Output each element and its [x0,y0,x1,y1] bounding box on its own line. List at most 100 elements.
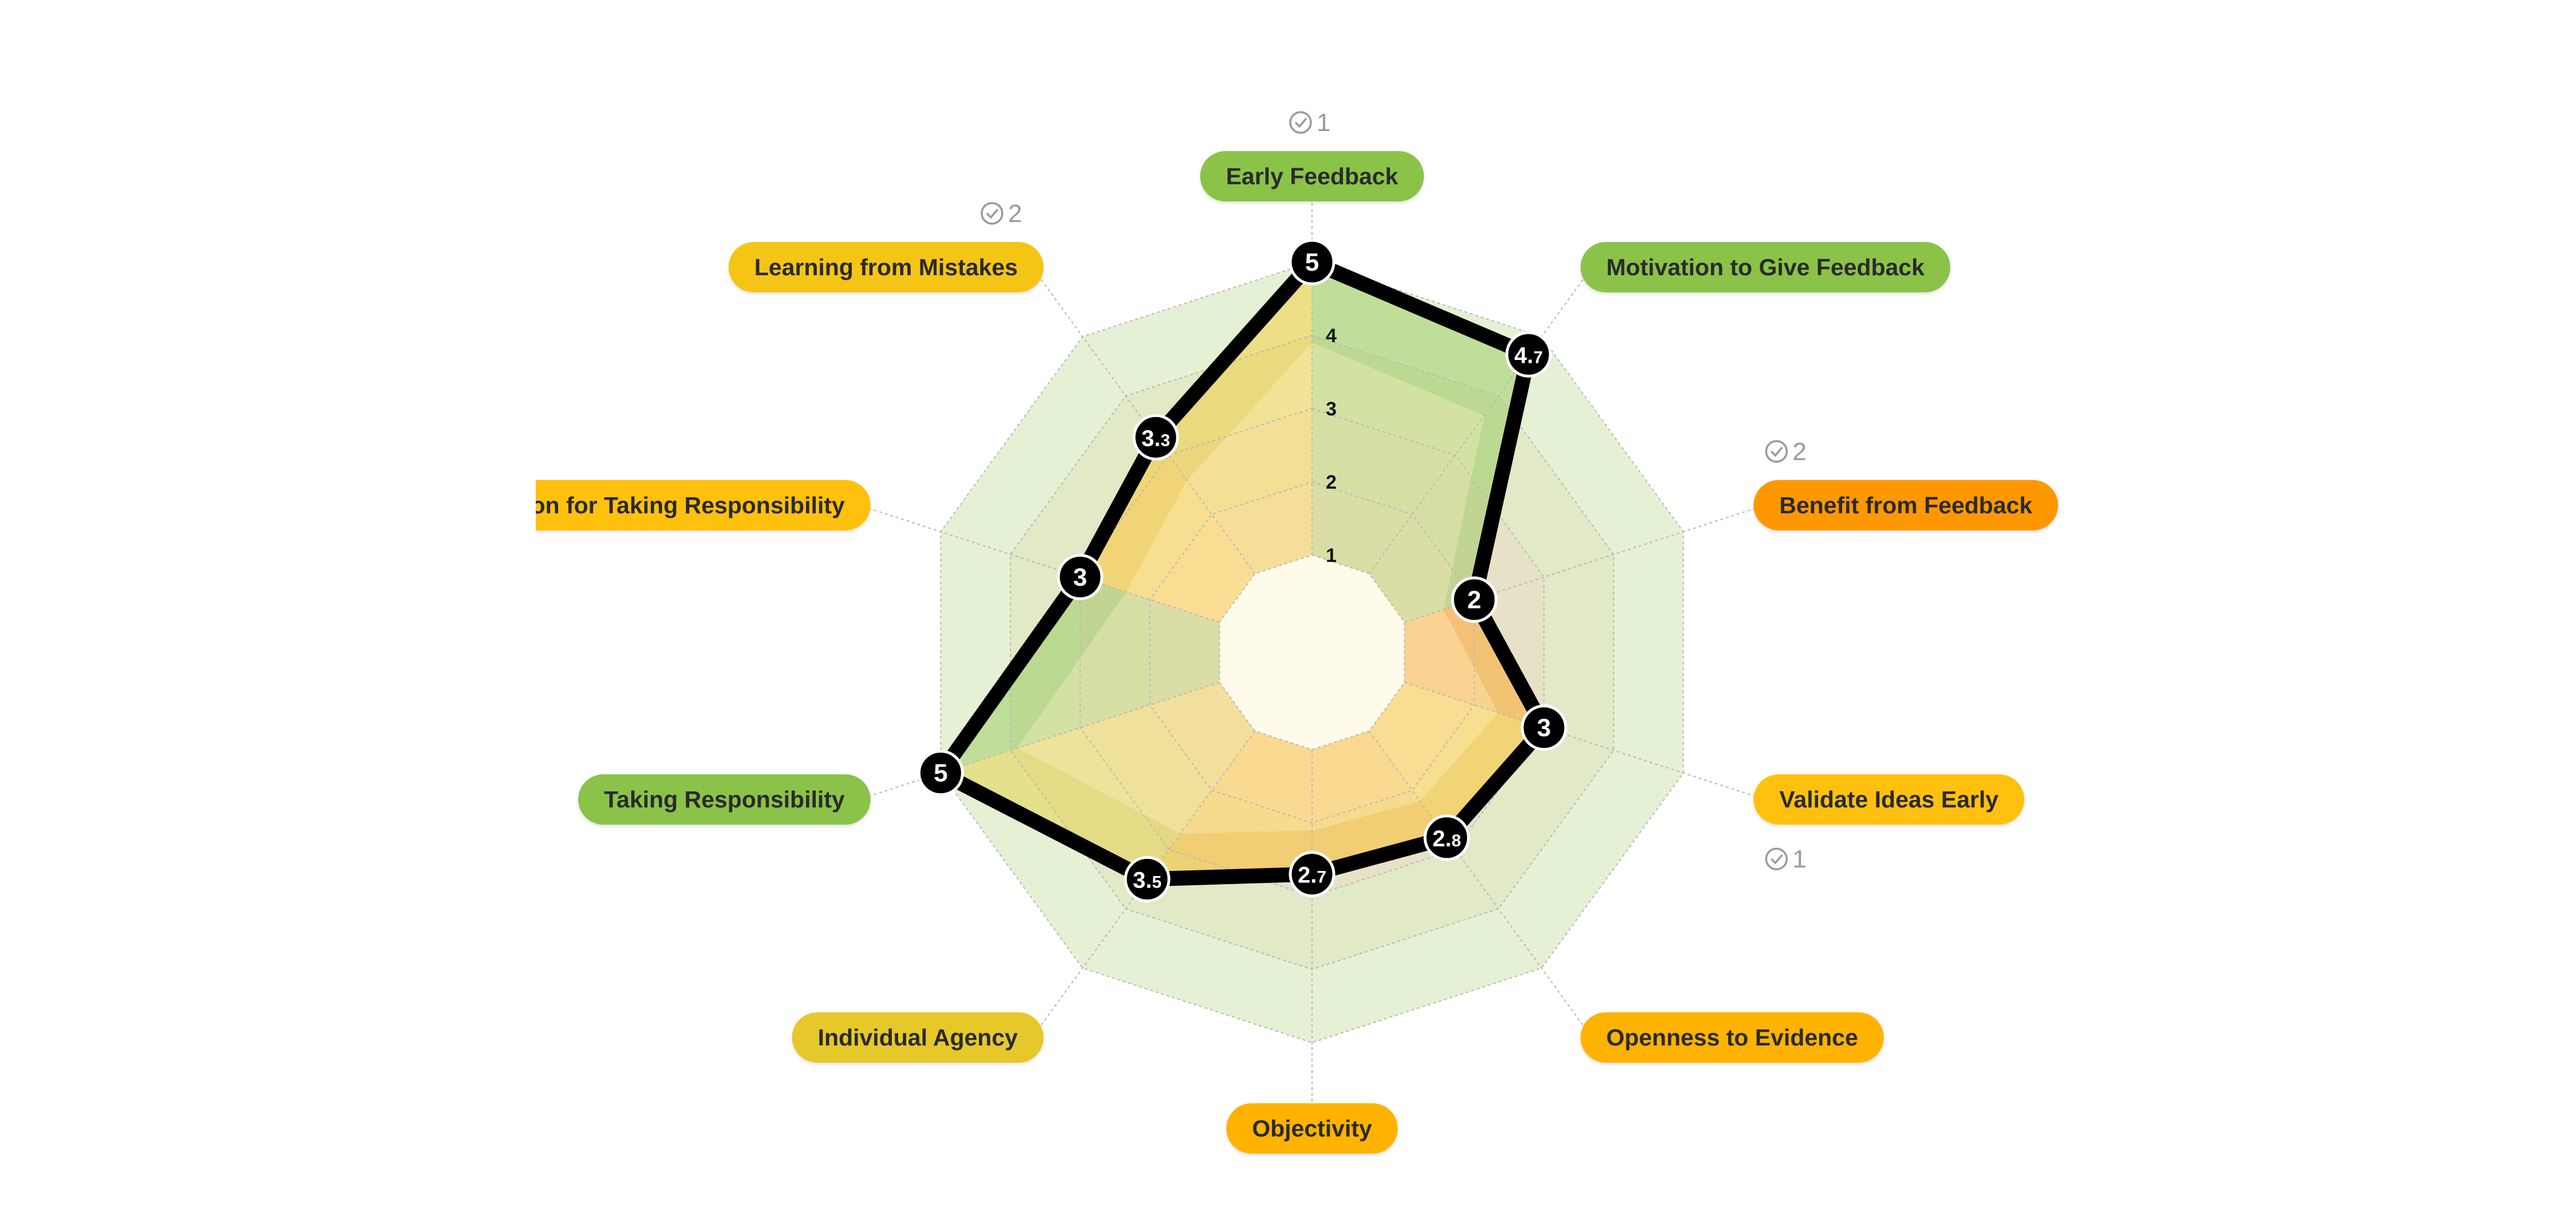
data-point[interactable]: 5 [917,750,964,797]
data-point-marker [1124,855,1171,902]
series-fill-wedge [1369,354,1529,623]
radar-data-points: 5 4.7 2 3 2.8 2.7 3.5 5 3 3.3 [917,239,1567,902]
spoke-openness-to-evidence [1369,730,1593,1038]
data-point-label: 2.8 [1432,826,1461,851]
check-count: 2 [1765,438,1807,466]
radar-gradient-fills [941,262,1544,880]
radar-check-counts: 1 2 1 2 [981,109,1807,873]
data-point-marker [1505,331,1552,378]
category-pill [1581,1012,1884,1063]
grid-ring-5 [940,261,1684,1044]
data-point-marker [1132,414,1179,461]
series-fill-wedge [1156,262,1312,574]
check-circle-icon [1765,847,1788,870]
data-point[interactable]: 3.3 [1132,414,1179,461]
spoke-motivation-to-give-feedback [1369,267,1593,575]
spoke-validate-ideas-early [1404,682,1765,801]
series-fill-highlight [1017,342,1498,834]
category-pill [1753,774,2025,825]
ring-tick-label: 1 [1326,545,1337,567]
radar-center-hole [1219,555,1405,750]
category-pill [792,1012,1044,1063]
check-count-value: 2 [1792,438,1806,466]
data-point-marker [1423,814,1470,861]
data-point[interactable]: 3.5 [1124,855,1171,902]
check-count-value: 1 [1792,845,1806,873]
radar-spokes [859,176,1765,1128]
data-point[interactable]: 3 [1520,704,1567,751]
data-point-label: 5 [934,759,947,787]
category-label-text: Objectivity [1252,1115,1372,1142]
check-circle-icon [981,202,1003,225]
category-pill [536,480,871,530]
category-label-benefit-from-feedback[interactable]: Benefit from Feedback [1753,480,2059,530]
category-pill [1581,241,1950,292]
spoke-motivation-for-taking-responsibility [859,504,1220,623]
category-pill [728,241,1044,292]
series-fill-wedge [1369,682,1544,838]
data-point-label: 5 [1305,248,1319,276]
data-point-marker [1289,851,1336,898]
category-pill [1753,480,2059,530]
series-fill-wedge [1312,731,1447,874]
data-point-label: 3 [1537,714,1551,742]
category-label-taking-responsibility[interactable]: Taking Responsibility [578,774,871,825]
check-count: 1 [1289,109,1330,137]
category-pill [1226,1103,1398,1154]
category-label-learning-from-mistakes[interactable]: Learning from Mistakes [728,241,1044,292]
data-point-marker [917,750,964,797]
ring-tick-label: 2 [1326,472,1337,493]
radar-category-labels: Early Feedback Motivation to Give Feedbac… [417,151,2059,1154]
category-label-openness-to-evidence[interactable]: Openness to Evidence [1581,1012,1884,1063]
check-circle-icon [1765,440,1788,463]
ring-tick-label: 4 [1326,325,1337,347]
category-pill [1200,151,1424,201]
data-point[interactable]: 2.7 [1289,851,1336,898]
data-point-label: 3 [1073,563,1087,591]
grid-ring-2 [1149,481,1475,824]
data-point-marker [1057,553,1104,600]
category-label-early-feedback[interactable]: Early Feedback [1200,151,1424,201]
data-point[interactable]: 4.7 [1505,331,1552,378]
category-label-text: Taking Responsibility [604,786,845,813]
category-label-text: Learning from Mistakes [754,254,1018,280]
data-point-label: 4.7 [1514,343,1543,368]
data-point-label: 2.7 [1298,863,1326,888]
radar-ring-tick-labels: 1 2 3 4 [1326,325,1337,567]
series-fill-wedge [1080,437,1255,623]
check-count: 2 [981,200,1022,228]
data-point-marker [1289,239,1336,286]
data-point[interactable]: 2 [1451,576,1498,623]
check-count-value: 1 [1317,109,1330,137]
check-count-value: 2 [1008,200,1022,228]
category-label-text: Motivation to Give Feedback [1606,254,1925,280]
data-point-marker [1520,704,1567,751]
category-label-text: Motivation for Taking Responsibility [442,492,845,518]
category-label-text: Validate Ideas Early [1779,786,1998,813]
series-fill-wedge [1312,262,1529,574]
series-fill-wedge [1147,731,1312,880]
category-label-text: Early Feedback [1226,163,1398,189]
data-point-label: 3.3 [1141,426,1170,451]
data-point-marker [1451,576,1498,623]
check-count: 1 [1765,845,1807,873]
category-label-text: Benefit from Feedback [1779,492,2032,518]
data-point-label: 2 [1467,586,1481,614]
data-point-label: 3.5 [1133,868,1161,893]
category-pill [578,774,871,825]
series-fill-wedge [941,682,1255,880]
category-label-motivation-to-give-feedback[interactable]: Motivation to Give Feedback [1581,241,1950,292]
category-label-validate-ideas-early[interactable]: Validate Ideas Early [1753,774,2025,825]
category-label-motivation-for-taking-responsibility[interactable]: Motivation for Taking Responsibility [417,480,871,530]
category-label-text: Openness to Evidence [1606,1024,1858,1051]
category-label-individual-agency[interactable]: Individual Agency [792,1012,1044,1063]
data-point[interactable]: 3 [1057,553,1104,600]
category-label-objectivity[interactable]: Objectivity [1226,1103,1398,1154]
category-label-text: Individual Agency [818,1024,1018,1051]
ring-tick-label: 3 [1326,398,1337,420]
check-circle-icon [1289,111,1312,134]
data-point[interactable]: 5 [1289,239,1336,286]
data-point[interactable]: 2.8 [1423,814,1470,861]
